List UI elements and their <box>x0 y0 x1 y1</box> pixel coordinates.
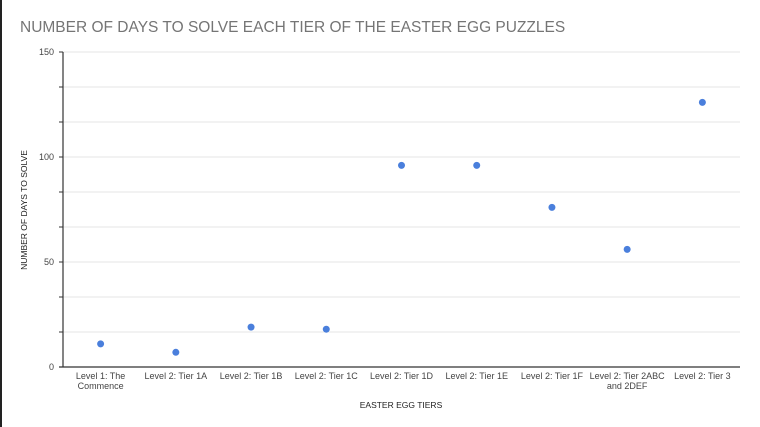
x-tick-label: Level 2: Tier 1E <box>445 371 508 381</box>
data-point <box>398 161 405 169</box>
x-tick-label: Level 2: Tier 1F <box>521 371 584 381</box>
chart-title: NUMBER OF DAYS TO SOLVE EACH TIER OF THE… <box>20 19 565 36</box>
data-point <box>698 98 706 106</box>
x-tick-label: Level 2: Tier 1B <box>220 371 283 381</box>
x-axis-title: EASTER EGG TIERS <box>360 400 443 410</box>
data-point <box>172 348 180 356</box>
y-axis-title: NUMBER OF DAYS TO SOLVE <box>19 150 29 270</box>
x-tick-label: Level 2: Tier 2ABC and 2DEF <box>590 371 666 391</box>
y-tick-label: 100 <box>39 152 54 162</box>
y-tick-label: 50 <box>44 257 54 267</box>
x-tick-label: Level 2: Tier 1C <box>295 371 359 381</box>
x-tick-label: Level 1: The Commence <box>76 371 125 391</box>
y-tick-label: 0 <box>49 362 54 372</box>
data-point <box>322 325 330 333</box>
x-tick-label: Level 2: Tier 3 <box>674 371 731 381</box>
data-point <box>548 203 556 211</box>
data-point <box>473 161 481 169</box>
data-point <box>247 323 255 331</box>
y-tick-label: 150 <box>39 47 54 57</box>
data-point <box>97 340 105 348</box>
data-point <box>623 245 631 253</box>
x-tick-label: Level 2: Tier 1D <box>370 371 434 381</box>
x-tick-label: Level 2: Tier 1A <box>145 371 208 381</box>
